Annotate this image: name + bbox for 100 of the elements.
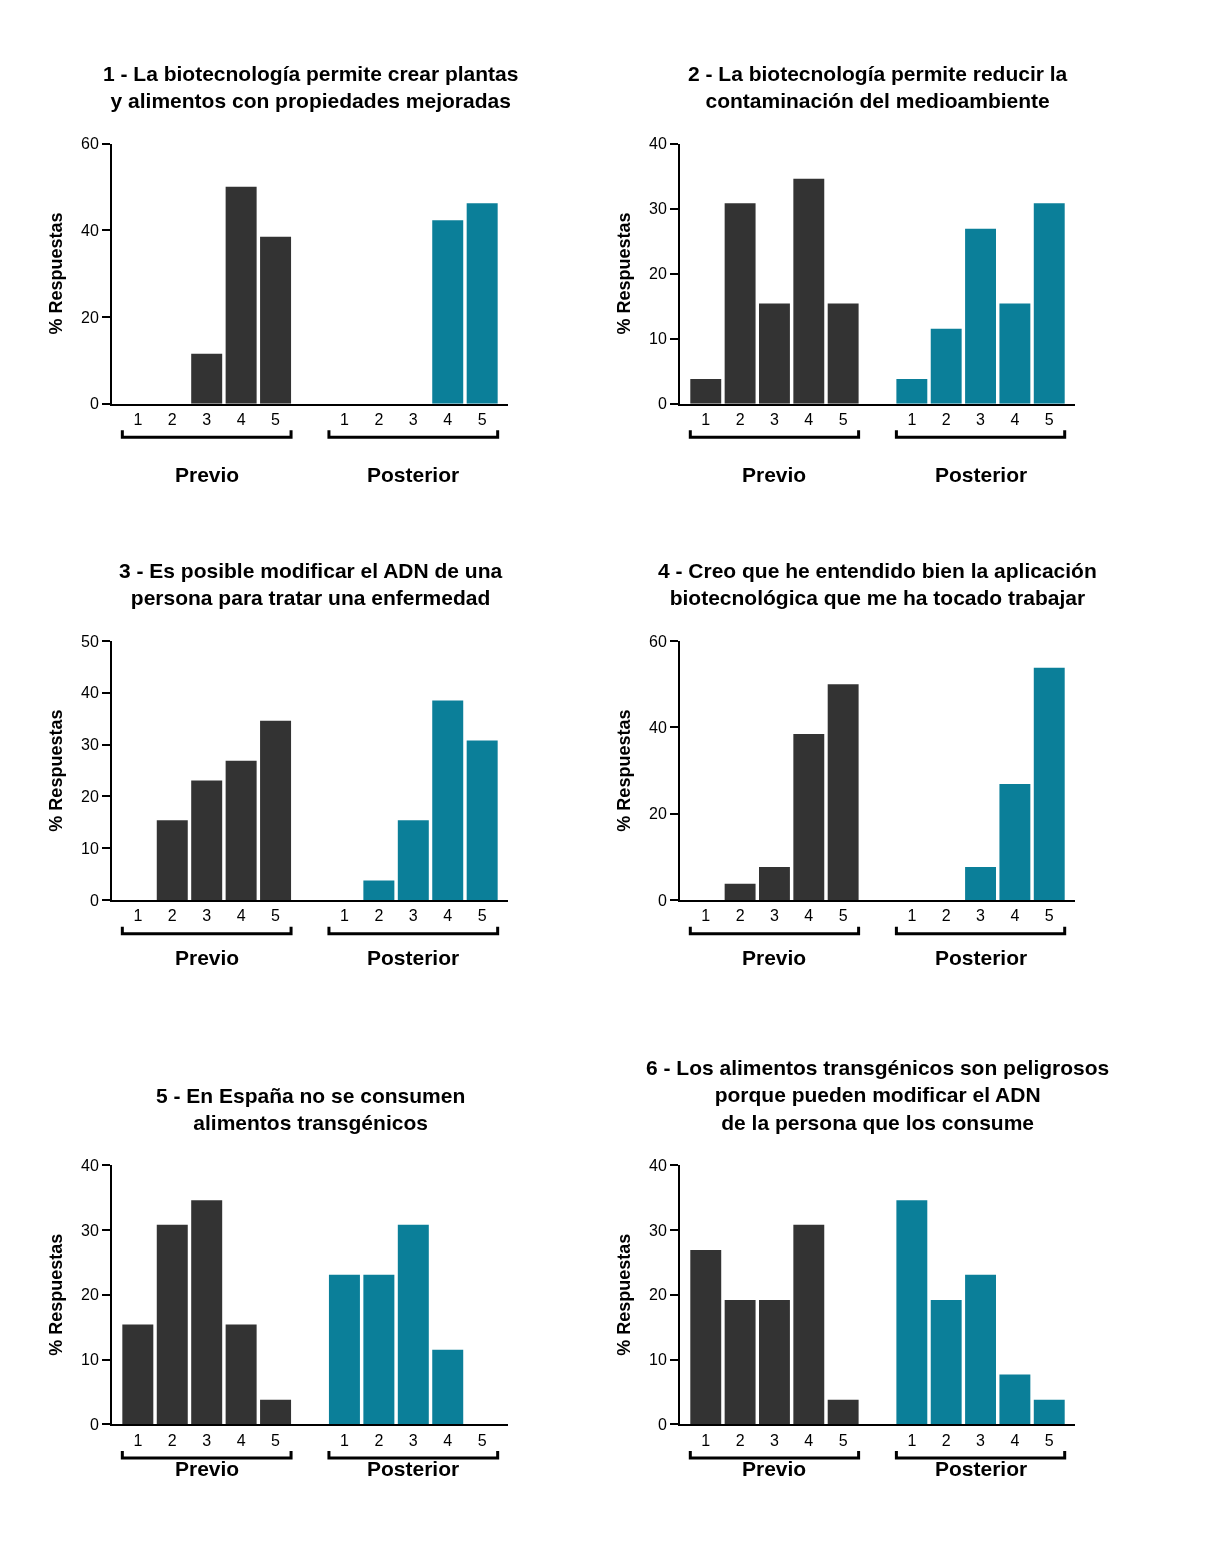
y-tick-label: 10: [81, 839, 99, 857]
bar: [225, 1324, 257, 1425]
y-tick-label: 20: [81, 1286, 99, 1304]
x-tick-label: 2: [374, 410, 384, 428]
bar: [363, 1274, 395, 1425]
x-tick-label: 2: [167, 410, 177, 428]
y-axis-title: % Respuestas: [45, 212, 66, 335]
y-tick-label: 50: [81, 632, 99, 650]
bar: [363, 880, 395, 901]
x-tick-label: 5: [477, 907, 487, 925]
y-tick-label: 20: [81, 308, 99, 326]
bar: [965, 228, 996, 404]
x-tick-label: 3: [408, 1431, 418, 1449]
chart-title: 4 - Creo que he entendido bien la aplicación biotecnológica que me ha tocado trabajar: [658, 559, 1097, 610]
text: Posterior: [367, 463, 460, 486]
x-tick-label: 5: [838, 410, 848, 428]
bar: [690, 378, 722, 404]
bar: [191, 1200, 223, 1425]
bar: [930, 1299, 962, 1425]
x-tick-label: 1: [701, 907, 711, 925]
x-tick-label: 3: [770, 1431, 780, 1449]
y-tick-label: 20: [649, 265, 667, 283]
bar: [759, 866, 790, 901]
chart-title: 1 - La biotecnología permite crear plantas y alimentos con propiedades mejoradas: [103, 62, 519, 113]
x-tick-label: 5: [271, 907, 281, 925]
text: Posterior: [935, 946, 1028, 969]
bar: [156, 1224, 188, 1425]
y-tick-label: 30: [81, 736, 99, 754]
y-tick-label: 0: [657, 1415, 667, 1433]
series-label: Previo: [175, 1457, 240, 1480]
y-tick-label: 40: [649, 135, 667, 153]
bar: [724, 883, 756, 901]
chart-title: 6 - Los alimentos transgénicos son peligrosos porque pueden modificar el ADN de la persona que los consume: [646, 1056, 1110, 1134]
y-axis-title: % Respuestas: [613, 709, 634, 832]
y-tick-label: 10: [81, 1351, 99, 1369]
bar: [328, 1274, 360, 1425]
y-tick-label: 20: [81, 788, 99, 806]
text: Previo: [175, 946, 240, 969]
x-tick-label: 1: [133, 410, 143, 428]
y-axis-title: % Respuestas: [613, 1233, 634, 1356]
x-tick-label: 3: [202, 1431, 212, 1449]
x-tick-label: 4: [236, 1431, 246, 1449]
x-tick-label: 2: [941, 410, 951, 428]
x-tick-label: 4: [804, 410, 814, 428]
text: Posterior: [367, 946, 460, 969]
y-tick-label: 30: [649, 1221, 667, 1239]
bar: [397, 1224, 429, 1425]
bar: [827, 1399, 859, 1425]
bar: [759, 1299, 790, 1425]
bar: [793, 178, 825, 404]
y-axis-title: % Respuestas: [613, 212, 634, 335]
y-tick-label: 40: [81, 1156, 99, 1174]
y-tick-label: 60: [649, 632, 667, 650]
y-tick-label: 20: [649, 805, 667, 823]
x-tick-label: 5: [477, 410, 487, 428]
x-tick-label: 5: [271, 410, 281, 428]
bar: [793, 1224, 825, 1425]
bar: [827, 303, 859, 404]
x-tick-label: 1: [339, 1431, 349, 1449]
y-axis-title: % Respuestas: [45, 1233, 66, 1356]
x-tick-label: 1: [907, 1431, 917, 1449]
x-tick-label: 2: [374, 1431, 384, 1449]
y-tick-label: 0: [89, 891, 99, 909]
y-axis-title: % Respuestas: [45, 709, 66, 832]
x-tick-label: 2: [941, 1431, 951, 1449]
x-tick-label: 4: [804, 1431, 814, 1449]
bar: [896, 378, 928, 404]
y-tick-label: 60: [81, 135, 99, 153]
y-tick-label: 0: [657, 891, 667, 909]
x-tick-label: 3: [770, 410, 780, 428]
bar: [122, 1324, 154, 1425]
y-tick-label: 0: [657, 395, 667, 413]
y-tick-label: 30: [81, 1221, 99, 1239]
x-tick-label: 2: [167, 1431, 177, 1449]
series-label: Previo: [742, 1457, 807, 1480]
bar: [260, 720, 292, 901]
x-tick-label: 2: [735, 1431, 745, 1449]
y-tick-label: 40: [81, 684, 99, 702]
bar: [999, 303, 1031, 404]
x-tick-label: 3: [976, 907, 986, 925]
bar: [1033, 203, 1065, 404]
x-tick-label: 3: [976, 410, 986, 428]
x-tick-label: 2: [941, 907, 951, 925]
x-tick-label: 1: [701, 1431, 711, 1449]
x-tick-label: 4: [1010, 410, 1020, 428]
x-tick-label: 5: [477, 1431, 487, 1449]
x-tick-label: 4: [443, 410, 453, 428]
y-tick-label: 20: [649, 1286, 667, 1304]
x-tick-label: 2: [735, 410, 745, 428]
y-tick-label: 40: [649, 719, 667, 736]
x-tick-label: 1: [133, 907, 143, 925]
text: Posterior: [935, 463, 1028, 486]
x-tick-label: 3: [202, 410, 212, 428]
x-tick-label: 2: [167, 907, 177, 925]
bar: [432, 220, 464, 404]
text: Previo: [742, 946, 807, 969]
bar: [191, 353, 223, 404]
bar: [999, 783, 1031, 901]
x-tick-label: 5: [1044, 907, 1054, 925]
bar: [156, 820, 188, 901]
